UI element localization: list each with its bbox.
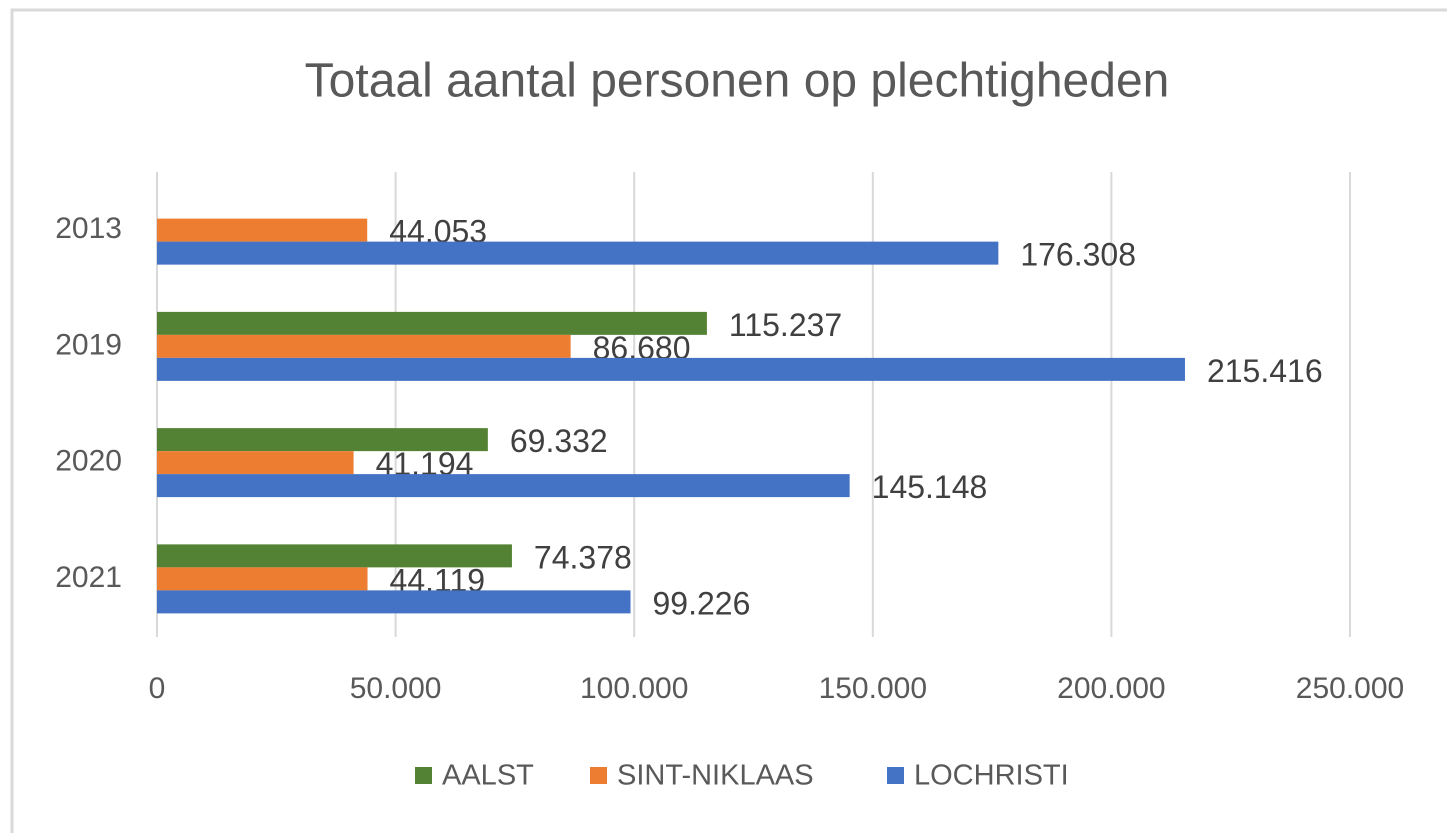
y-tick-label: 2020 [55, 445, 122, 478]
bar [157, 241, 999, 265]
x-tick-label: 50.000 [350, 672, 442, 705]
bar [157, 311, 707, 335]
data-label: 74.378 [534, 539, 632, 575]
bar [157, 590, 631, 614]
legend-swatch [887, 767, 904, 784]
data-label: 145.148 [872, 469, 988, 505]
bar [157, 451, 354, 475]
x-tick-label: 0 [149, 672, 166, 705]
x-tick-label: 100.000 [580, 672, 688, 705]
legend-swatch [590, 767, 607, 784]
bar [157, 357, 1185, 381]
chart-title: Totaal aantal personen op plechtigheden [305, 55, 1170, 108]
x-tick-label: 200.000 [1057, 672, 1165, 705]
data-label: 176.308 [1020, 237, 1136, 273]
x-tick-label: 250.000 [1296, 672, 1404, 705]
legend-label: AALST [442, 760, 534, 792]
legend-swatch [415, 767, 432, 784]
legend-label: LOCHRISTI [914, 760, 1069, 792]
data-label: 69.332 [510, 423, 608, 459]
bar [157, 218, 368, 242]
chart-frame [10, 8, 1447, 833]
x-tick-label: 150.000 [819, 672, 927, 705]
bar [157, 474, 850, 498]
bar [157, 428, 488, 452]
bar [157, 567, 368, 591]
y-tick-label: 2013 [55, 212, 122, 245]
bar [157, 544, 512, 568]
data-label: 215.416 [1207, 353, 1323, 389]
y-tick-label: 2019 [55, 328, 122, 361]
y-tick-label: 2021 [55, 561, 122, 594]
legend-label: SINT-NIKLAAS [617, 760, 814, 792]
bar [157, 334, 571, 358]
data-label: 99.226 [653, 585, 751, 621]
data-label: 115.237 [729, 307, 842, 343]
